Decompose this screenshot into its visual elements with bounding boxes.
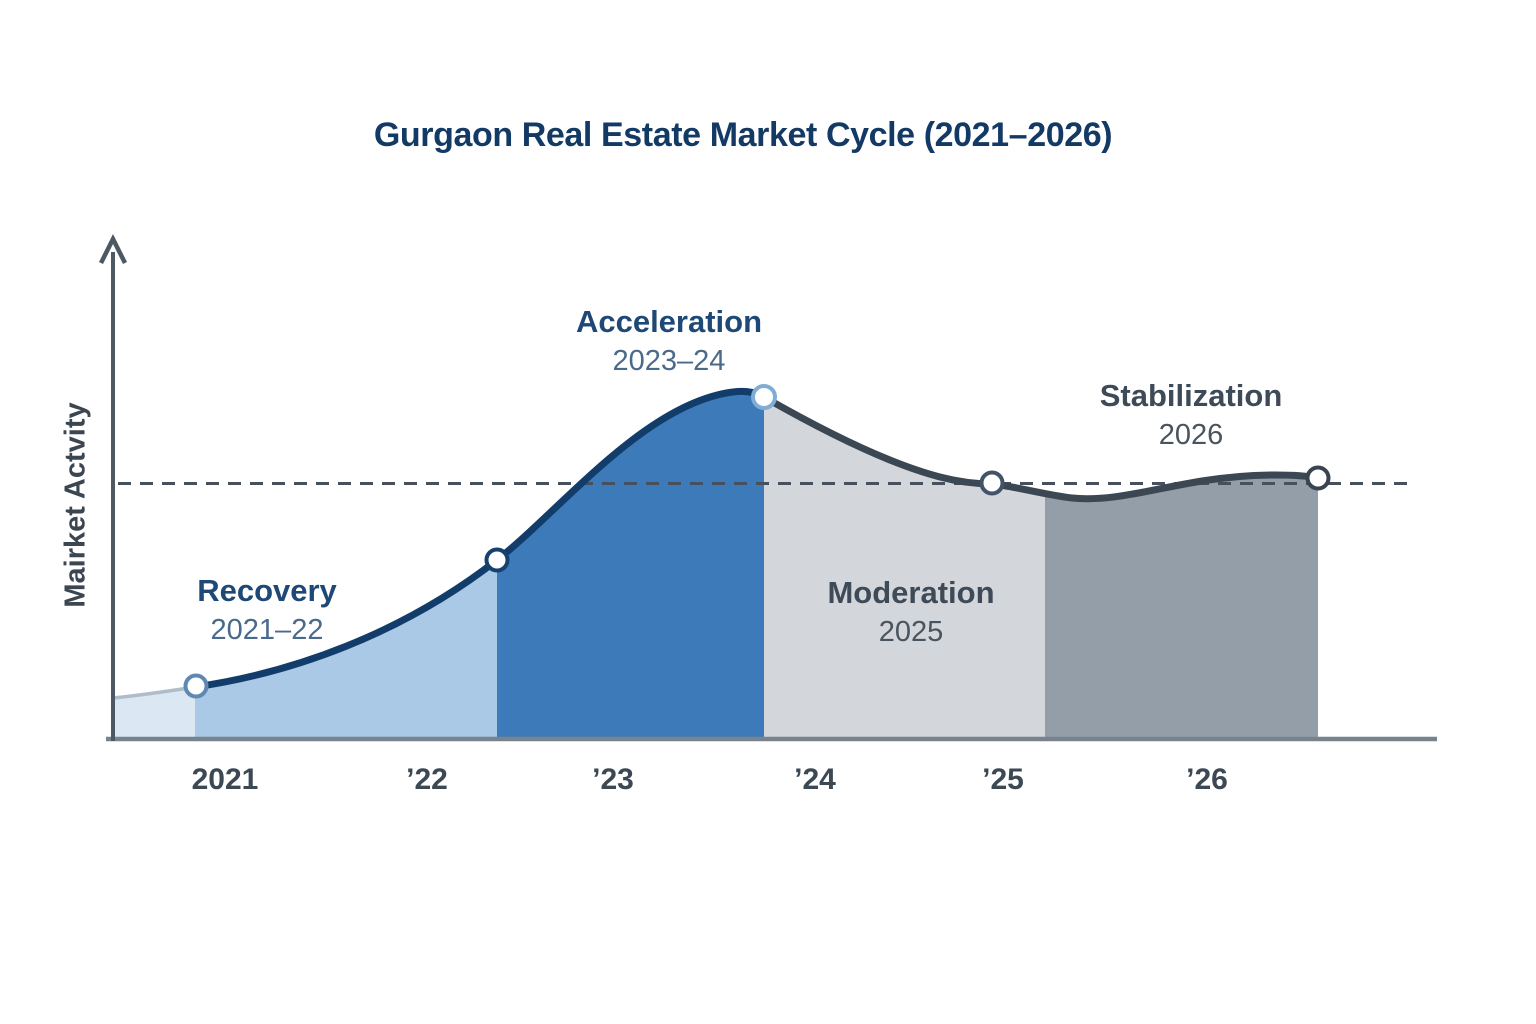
- marker-stabilization-end: [1305, 465, 1331, 491]
- marker-recovery-end: [484, 547, 510, 573]
- phase-label-stabilization: Stabilization 2026: [1100, 378, 1283, 452]
- x-tick-26: ’26: [1186, 763, 1228, 796]
- marker-peak: [751, 384, 777, 410]
- chart-title: Gurgaon Real Estate Market Cycle (2021–2…: [373, 116, 1113, 154]
- phase-name: Stabilization: [1099, 378, 1283, 413]
- phase-name: Recovery: [197, 573, 337, 608]
- phase-period: 2023–24: [612, 344, 726, 377]
- phase-label-acceleration: Acceleration 2023–24: [576, 304, 762, 378]
- phase-period: 2021–22: [210, 613, 324, 646]
- marker-recovery-start: [183, 673, 209, 699]
- phase-name: Acceleration: [575, 304, 763, 339]
- phase-period: 2025: [878, 615, 944, 648]
- phase-label-recovery: Recovery 2021–22: [197, 573, 337, 647]
- phase-name: Moderation: [827, 575, 995, 610]
- phase-period: 2026: [1158, 418, 1224, 451]
- y-axis-arrow-icon: [98, 233, 128, 265]
- x-tick-23: ’23: [592, 763, 634, 796]
- marker-moderation: [979, 470, 1005, 496]
- phase-label-moderation: Moderation 2025: [827, 575, 994, 649]
- x-tick-2021: 2021: [191, 763, 259, 796]
- x-tick-24: ’24: [794, 763, 836, 796]
- x-tick-25: ’25: [982, 763, 1024, 796]
- x-tick-22: ’22: [406, 763, 448, 796]
